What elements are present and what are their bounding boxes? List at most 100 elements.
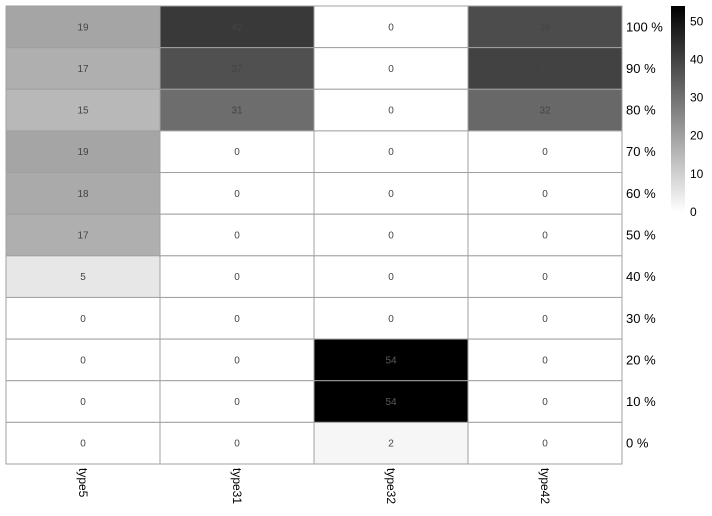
row-label: 90 % <box>626 61 656 76</box>
cell-value-label: 0 <box>388 64 394 75</box>
row-label: 60 % <box>626 186 656 201</box>
heatmap-cell <box>159 130 315 174</box>
cell-value-label: 40 <box>539 64 551 75</box>
column-labels: type5 type31 type32 type42 <box>76 468 552 504</box>
row-label: 70 % <box>626 144 656 159</box>
cell-value-label: 0 <box>388 272 394 283</box>
heatmap-cell <box>5 255 161 298</box>
cell-value-label: 0 <box>388 189 394 200</box>
cell-value-label: 0 <box>234 272 240 283</box>
heatmap-cell <box>5 172 161 215</box>
cell-value-label: 42 <box>231 22 243 33</box>
row-label: 30 % <box>626 311 656 326</box>
column-label: type32 <box>384 468 398 504</box>
heatmap-cell <box>467 380 623 423</box>
cell-value-label: 0 <box>234 231 240 242</box>
cell-value-label: 0 <box>234 147 240 158</box>
heatmap-cell <box>5 421 161 465</box>
cell-value-label: 0 <box>234 397 240 408</box>
cell-value-label: 0 <box>542 147 548 158</box>
column-label: type31 <box>230 468 244 504</box>
heatmap-cell <box>313 172 469 215</box>
cell-value-label: 0 <box>542 272 548 283</box>
row-label: 40 % <box>626 269 656 284</box>
heatmap-cell <box>5 5 161 49</box>
cell-value-label: 31 <box>231 106 243 117</box>
heatmap-cell <box>159 47 315 90</box>
legend-tick-label: 50 <box>690 14 704 28</box>
legend-tick-label: 30 <box>690 91 704 105</box>
cell-value-label: 19 <box>77 147 89 158</box>
row-label: 0 % <box>626 436 649 451</box>
heatmap-cell <box>5 213 161 257</box>
cell-value-label: 0 <box>80 397 86 408</box>
heatmap-cell <box>467 421 623 465</box>
row-label: 20 % <box>626 352 656 367</box>
heatmap-cell <box>159 380 315 423</box>
heatmap-cell <box>5 380 161 423</box>
heatmap-cell <box>159 172 315 215</box>
heatmap-cell <box>313 5 469 49</box>
cell-value-label: 19 <box>77 22 89 33</box>
cell-value-label: 18 <box>77 189 89 200</box>
cell-value-label: 0 <box>388 314 394 325</box>
cell-value-label: 32 <box>539 106 551 117</box>
heatmap-cell <box>159 88 315 132</box>
cell-value-label: 0 <box>542 189 548 200</box>
cell-value-label: 15 <box>77 106 89 117</box>
cell-value-label: 0 <box>234 355 240 366</box>
cell-value-label: 17 <box>77 64 89 75</box>
heatmap-cell <box>467 88 623 132</box>
cell-value-label: 54 <box>385 355 397 366</box>
heatmap-cell <box>159 213 315 257</box>
legend-tick-label: 0 <box>690 205 697 219</box>
heatmap-cell <box>467 255 623 298</box>
legend-tick-label: 40 <box>690 52 704 66</box>
heatmap-cell <box>467 130 623 174</box>
legend-tick-label: 20 <box>690 129 704 143</box>
cell-value-label: 0 <box>80 355 86 366</box>
row-label: 10 % <box>626 394 656 409</box>
cell-value-label: 0 <box>542 397 548 408</box>
heatmap-cell <box>467 338 623 382</box>
heatmap-cell <box>313 380 469 423</box>
cell-value-label: 0 <box>234 189 240 200</box>
cell-value-label: 2 <box>388 439 394 450</box>
cell-value-label: 0 <box>388 22 394 33</box>
column-label: type5 <box>76 468 90 498</box>
cell-value-label: 0 <box>234 439 240 450</box>
cell-value-label: 0 <box>234 314 240 325</box>
cell-value-label: 54 <box>385 397 397 408</box>
color-legend: 0 10 20 30 40 50 <box>671 6 704 219</box>
heatmap-cell <box>467 47 623 90</box>
row-labels: 100 % 90 % 80 % 70 % 60 % 50 % 40 % 30 % 20 % 10 … <box>626 19 663 450</box>
legend-color-bar <box>671 6 685 212</box>
cell-value-label: 0 <box>388 147 394 158</box>
legend-tick-label: 10 <box>690 167 704 181</box>
cell-value-label: 0 <box>542 314 548 325</box>
row-label: 80 % <box>626 103 656 118</box>
row-label: 100 % <box>626 19 663 34</box>
heatmap-cell <box>313 213 469 257</box>
heatmap-cell <box>313 255 469 298</box>
cell-value-label: 0 <box>80 439 86 450</box>
cell-value-label: 0 <box>388 106 394 117</box>
heatmap-cell <box>5 296 161 340</box>
heatmap-cell <box>159 5 315 49</box>
cell-value-label: 0 <box>388 231 394 242</box>
cell-value-label: 38 <box>539 22 551 33</box>
row-label: 50 % <box>626 228 656 243</box>
heatmap-cell <box>159 421 315 465</box>
cell-value-label: 5 <box>80 272 86 283</box>
heatmap-cell <box>467 172 623 215</box>
heatmap-cell <box>313 296 469 340</box>
heatmap-cell <box>467 213 623 257</box>
cell-value-label: 0 <box>542 439 548 450</box>
heatmap-cells: 19 42 0 38 17 37 0 40 15 31 0 32 19 0 0 0 18 0 0 0 17 0 0 0 5 0 0 0… <box>5 5 623 465</box>
heatmap-cell <box>313 421 469 465</box>
column-label: type42 <box>538 468 552 504</box>
cell-value-label: 0 <box>542 355 548 366</box>
heatmap-cell <box>467 5 623 49</box>
